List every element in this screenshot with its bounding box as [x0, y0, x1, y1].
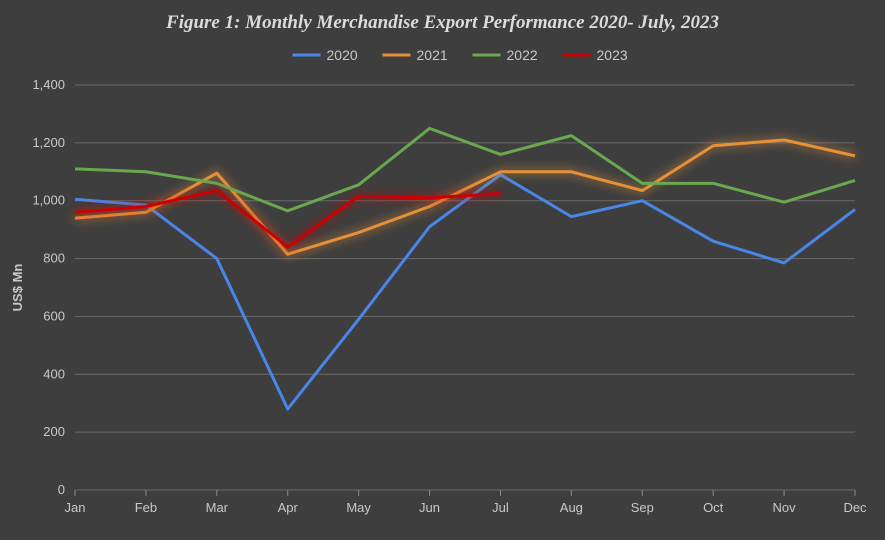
- x-tick-label: Jul: [492, 500, 509, 515]
- y-tick-label: 0: [58, 482, 65, 497]
- x-tick-label: May: [346, 500, 371, 515]
- chart-title: Figure 1: Monthly Merchandise Export Per…: [165, 12, 719, 33]
- x-tick-label: Mar: [206, 500, 229, 515]
- x-tick-label: Oct: [703, 500, 724, 515]
- x-tick-label: Feb: [135, 500, 157, 515]
- y-tick-label: 1,200: [32, 135, 65, 150]
- legend-label: 2021: [417, 47, 448, 63]
- y-tick-label: 1,000: [32, 193, 65, 208]
- export-line-chart: Figure 1: Monthly Merchandise Export Per…: [0, 0, 885, 540]
- chart-bg: [0, 0, 885, 540]
- legend-label: 2023: [597, 47, 628, 63]
- x-tick-label: Apr: [278, 500, 299, 515]
- x-tick-label: Dec: [843, 500, 867, 515]
- x-tick-label: Nov: [773, 500, 797, 515]
- x-tick-label: Jun: [419, 500, 440, 515]
- y-tick-label: 1,400: [32, 77, 65, 92]
- x-tick-label: Sep: [631, 500, 654, 515]
- legend-label: 2022: [507, 47, 538, 63]
- legend-label: 2020: [327, 47, 358, 63]
- x-tick-label: Jan: [65, 500, 86, 515]
- y-axis-title: US$ Mn: [10, 264, 25, 312]
- y-tick-label: 600: [43, 308, 65, 323]
- y-tick-label: 400: [43, 366, 65, 381]
- y-tick-label: 800: [43, 251, 65, 266]
- x-tick-label: Aug: [560, 500, 583, 515]
- y-tick-label: 200: [43, 424, 65, 439]
- chart-container: Figure 1: Monthly Merchandise Export Per…: [0, 0, 885, 540]
